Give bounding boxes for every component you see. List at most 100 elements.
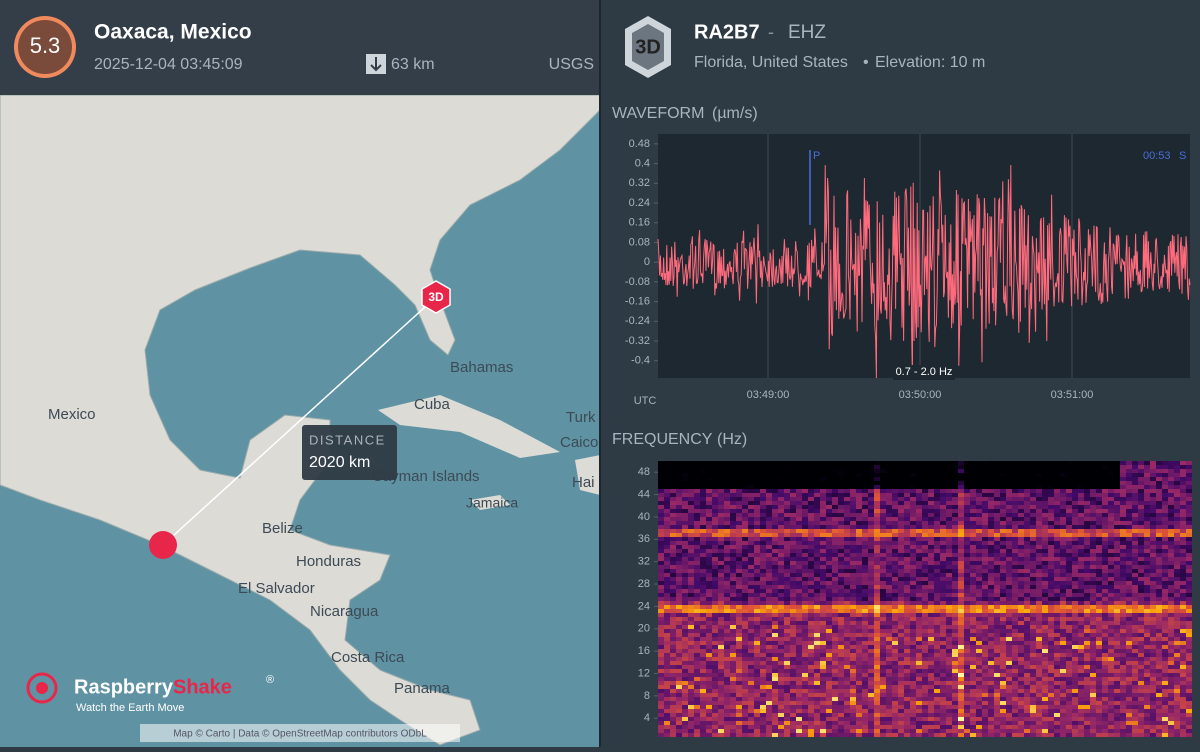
spectrogram-cell	[802, 489, 808, 493]
spectrogram-cell	[934, 593, 940, 597]
spectrogram-cell	[922, 669, 928, 673]
spectrogram-cell	[676, 677, 682, 681]
spectrogram-cell	[808, 733, 814, 737]
spectrogram-cell	[790, 497, 796, 501]
spectrogram-cell	[814, 545, 820, 549]
spectrogram-cell	[688, 653, 694, 657]
spectrogram-cell	[886, 725, 892, 729]
spectrogram-cell	[922, 617, 928, 621]
spectrogram-cell	[886, 721, 892, 725]
spectrogram-cell	[904, 509, 910, 513]
spectrogram-cell	[1054, 509, 1060, 513]
spectrogram-cell	[1018, 717, 1024, 721]
spectrogram-cell	[1024, 585, 1030, 589]
spectrogram-cell	[970, 721, 976, 725]
spectrogram-cell	[880, 633, 886, 637]
spectrogram-cell	[724, 509, 730, 513]
spectrogram-cell	[928, 577, 934, 581]
spectrogram-cell	[742, 661, 748, 665]
spectrogram-cell	[706, 613, 712, 617]
spectrogram-cell	[658, 733, 664, 737]
spectrogram-cell	[724, 625, 730, 629]
spectrogram-cell	[712, 557, 718, 561]
spectrogram-cell	[862, 489, 868, 493]
distance-label: DISTANCE	[309, 432, 386, 447]
spectrogram-cell	[1024, 589, 1030, 593]
attribution[interactable]: Map © Carto | Data © OpenStreetMap contr…	[173, 729, 427, 740]
spectrogram-cell	[838, 653, 844, 657]
spectrogram-cell	[778, 689, 784, 693]
spectrogram-cell	[838, 597, 844, 601]
spectrogram-cell	[1072, 601, 1078, 605]
epicenter-marker[interactable]	[149, 531, 177, 559]
spectrogram-cell	[772, 577, 778, 581]
spectrogram-cell	[826, 473, 832, 477]
spectrogram-cell	[1060, 637, 1066, 641]
spectrogram-cell	[766, 593, 772, 597]
spectrogram-cell	[910, 545, 916, 549]
spectrogram-cell	[844, 477, 850, 481]
station-marker-label: 3D	[428, 290, 444, 304]
spectrogram-cell	[868, 665, 874, 669]
spectrogram-cell	[970, 541, 976, 545]
spectrogram-cell	[1024, 709, 1030, 713]
spectrogram-cell	[880, 665, 886, 669]
spectrogram-cell	[832, 589, 838, 593]
spectrogram-cell	[898, 541, 904, 545]
spectrogram-cell	[1036, 581, 1042, 585]
spectrogram-cell	[868, 609, 874, 613]
spectrogram-cell	[892, 665, 898, 669]
spectrogram-cell	[670, 529, 676, 533]
spectrogram-cell	[928, 693, 934, 697]
spectrogram-cell	[898, 517, 904, 521]
spectrogram-cell	[832, 689, 838, 693]
spectrogram-cell	[670, 541, 676, 545]
spectrogram-cell	[952, 525, 958, 529]
spectrogram-cell	[964, 713, 970, 717]
spectrogram-cell	[832, 561, 838, 565]
spectrogram-cell	[946, 593, 952, 597]
spectrogram-cell	[856, 721, 862, 725]
spectrogram-cell	[772, 477, 778, 481]
spectrogram-cell	[892, 581, 898, 585]
spectrogram-cell	[1042, 673, 1048, 677]
spectrogram-cell	[952, 513, 958, 517]
spectrogram-cell	[724, 557, 730, 561]
spectrogram-cell	[1006, 537, 1012, 541]
spectrogram-cell	[1054, 653, 1060, 657]
spectrogram-cell	[958, 645, 964, 649]
spectrogram-cell	[808, 657, 814, 661]
spectrogram-cell	[976, 713, 982, 717]
spectrogram-cell	[1012, 561, 1018, 565]
spectrogram-cell	[700, 709, 706, 713]
spectrogram-cell	[916, 525, 922, 529]
spectrogram-cell	[970, 645, 976, 649]
spectrogram-cell	[868, 585, 874, 589]
spectrogram-cell	[994, 633, 1000, 637]
spectrogram-cell	[826, 537, 832, 541]
spectrogram-cell	[706, 661, 712, 665]
spectrogram-cell	[742, 465, 748, 469]
spectrogram-cell	[748, 645, 754, 649]
spectrogram-cell	[940, 577, 946, 581]
spectrogram-cell	[712, 685, 718, 689]
spectrogram-cell	[682, 629, 688, 633]
spectrogram-cell	[1006, 625, 1012, 629]
spectrogram-cell	[952, 689, 958, 693]
spectrogram-cell	[1036, 473, 1042, 477]
spectrogram-cell	[742, 633, 748, 637]
spectrogram-cell	[958, 609, 964, 613]
spectrogram-cell	[676, 701, 682, 705]
spectrogram-cell	[1054, 673, 1060, 677]
spectrogram-cell	[1072, 673, 1078, 677]
spectrogram-cell	[742, 613, 748, 617]
spectrogram-cell	[670, 509, 676, 513]
spectrogram-cell	[796, 649, 802, 653]
spectrogram-cell	[928, 669, 934, 673]
spectrogram-cell	[856, 613, 862, 617]
spectrogram-cell	[1018, 573, 1024, 577]
spectrogram-cell	[1012, 637, 1018, 641]
spectrogram-cell	[676, 469, 682, 473]
spectrogram-cell	[670, 461, 676, 465]
